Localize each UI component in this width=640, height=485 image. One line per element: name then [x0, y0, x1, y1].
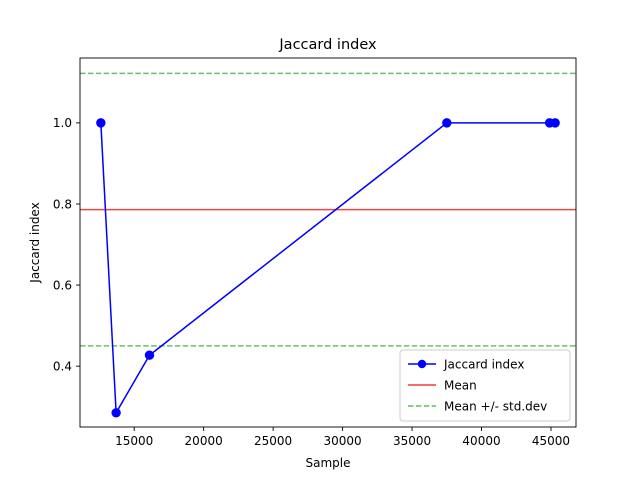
axes: 15000 20000 25000 30000 35000 40000 45000 0.4 0.… [53, 57, 577, 448]
y-tick-label: 0.8 [53, 197, 72, 211]
legend-box [399, 349, 571, 422]
x-tick-label: 35000 [393, 434, 431, 448]
data-point [111, 408, 121, 418]
x-axis-label: Sample [306, 456, 351, 470]
legend-label-1: Mean [444, 378, 477, 392]
y-tick-label: 0.4 [53, 359, 72, 373]
legend-marker [417, 359, 427, 369]
data-point [144, 350, 155, 360]
x-tick-label: 25000 [254, 434, 292, 448]
chart-title: Jaccard index [278, 37, 377, 53]
x-tick-label: 20000 [185, 434, 223, 448]
y-tick-label: 0.6 [53, 278, 72, 292]
legend-label-0: Jaccard index [443, 357, 524, 371]
legend: Jaccard index Mean Mean +/- std.dev [399, 349, 571, 422]
axes-frame [79, 57, 577, 428]
plot-area [80, 72, 576, 418]
x-tick-label: 40000 [462, 434, 500, 448]
data-point [96, 118, 106, 128]
y-axis-label: Jaccard index [28, 202, 42, 283]
legend-label-2: Mean +/- std.dev [444, 399, 547, 413]
x-tick-label: 30000 [323, 434, 361, 448]
x-tick-label: 15000 [115, 434, 153, 448]
y-tick-label: 1.0 [53, 116, 72, 130]
data-point [442, 118, 452, 128]
data-point [550, 118, 560, 128]
x-tick-label: 45000 [532, 434, 570, 448]
